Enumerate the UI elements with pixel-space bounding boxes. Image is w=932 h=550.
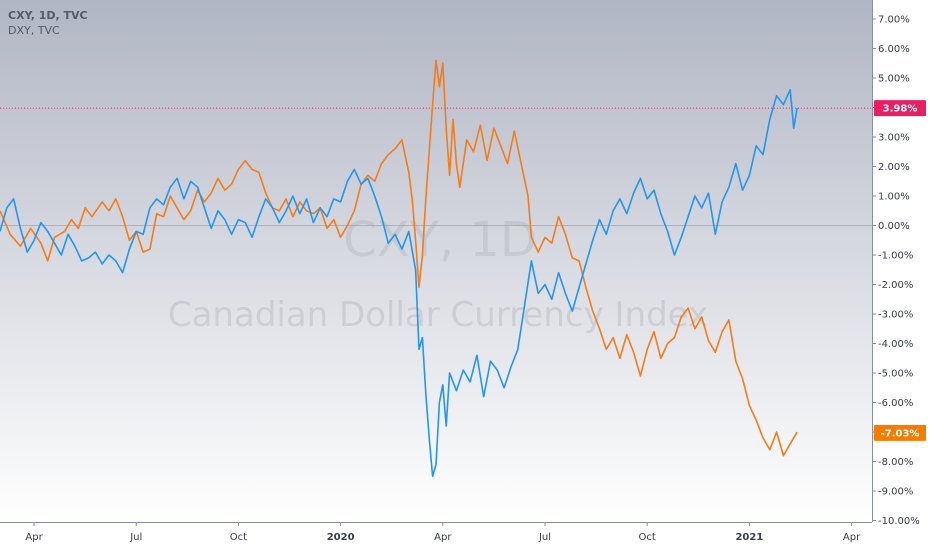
y-axis-panel[interactable]: [872, 0, 932, 550]
x-tick-label: Apr: [25, 532, 43, 543]
x-tick-label: 2021: [735, 532, 763, 543]
series-line-1[interactable]: [0, 89, 798, 478]
watermark-name: Canadian Dollar Currency Index: [168, 295, 708, 335]
y-tick-label: 5.00%: [878, 74, 910, 85]
y-tick-label: -1.00%: [878, 251, 913, 262]
svg-text:-7.03%: -7.03%: [881, 428, 920, 439]
y-tick-label: -3.00%: [878, 310, 913, 321]
x-tick-label: Jul: [538, 532, 551, 543]
x-tick-label: Oct: [230, 532, 247, 543]
x-tick-label: Oct: [639, 532, 656, 543]
series-line-0[interactable]: [0, 59, 798, 457]
y-tick-label: -8.00%: [878, 457, 913, 468]
y-tick-label: -4.00%: [878, 339, 913, 350]
y-tick-label: -9.00%: [878, 487, 913, 498]
legend-main-symbol[interactable]: CXY, 1D, TVC: [8, 9, 88, 22]
y-tick-label: 2.00%: [878, 162, 910, 173]
x-tick-label: Jul: [129, 532, 142, 543]
x-tick-label: Apr: [434, 532, 452, 543]
x-tick-label: Apr: [843, 532, 861, 543]
x-tick-label: 2020: [327, 532, 355, 543]
y-tick-label: 0.00%: [878, 221, 910, 232]
plot-background: [0, 0, 872, 522]
legend: CXY, 1D, TVC DXY, TVC: [8, 8, 88, 38]
y-tick-label: 6.00%: [878, 44, 910, 55]
x-axis-ticks: Apr Jul Oct 2020 Apr Jul Oct 2021 Apr: [25, 522, 861, 543]
y-tick-label: 1.00%: [878, 192, 910, 203]
svg-text:3.98%: 3.98%: [883, 104, 918, 115]
legend-compare-symbol[interactable]: DXY, TVC: [8, 24, 60, 37]
y-axis-ticks: 7.00%6.00%5.00%4.00%3.00%2.00%1.00%0.00%…: [872, 15, 920, 527]
series-layer: [0, 59, 798, 478]
last-value-badge-0: -7.03%: [874, 424, 926, 441]
y-tick-label: 7.00%: [878, 15, 910, 26]
y-tick-label: -6.00%: [878, 398, 913, 409]
last-value-badge-1: 3.98%: [874, 100, 926, 117]
y-tick-label: -2.00%: [878, 280, 913, 291]
watermark-symbol: CXY, 1D: [343, 212, 537, 268]
y-tick-label: -5.00%: [878, 369, 913, 380]
last-value-badges: -7.03% 3.98%: [874, 100, 926, 441]
x-axis-panel[interactable]: [0, 522, 872, 550]
y-tick-label: 3.00%: [878, 133, 910, 144]
y-tick-label: -10.00%: [878, 516, 920, 527]
